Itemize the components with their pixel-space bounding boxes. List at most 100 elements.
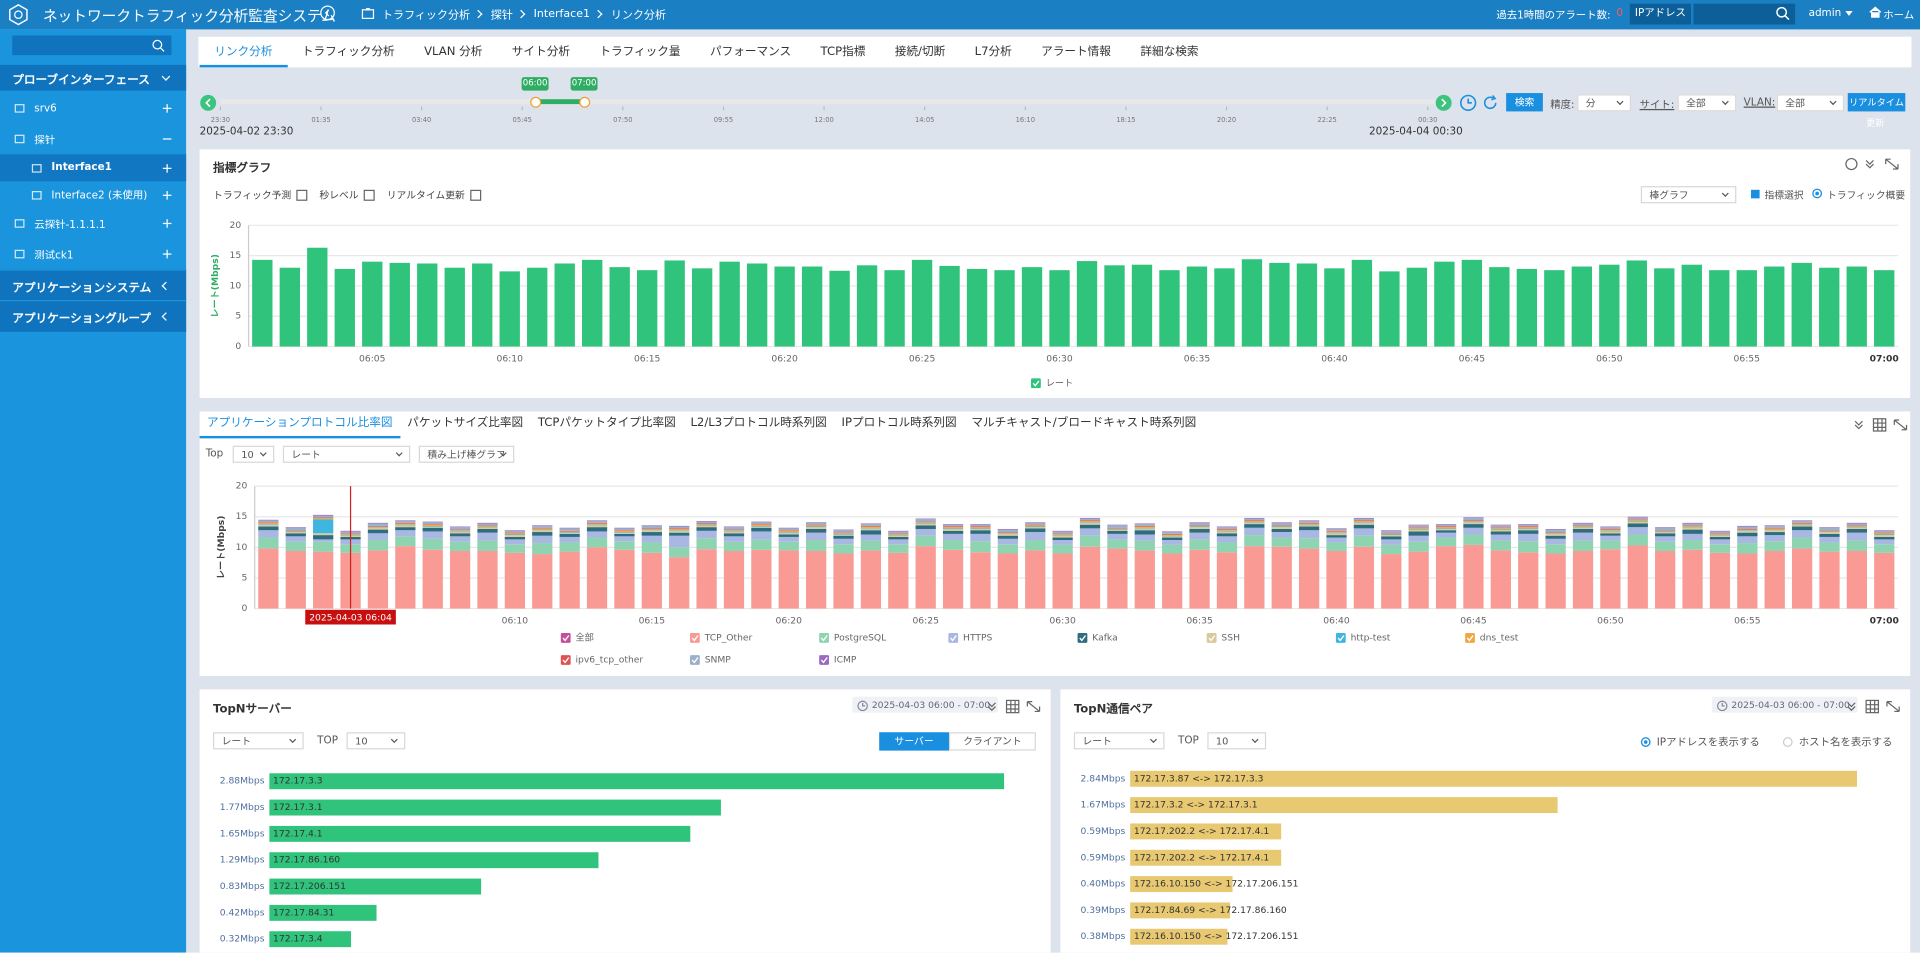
- protocol-tab[interactable]: L2/L3プロトコル時系列図: [690, 416, 827, 430]
- search-icon[interactable]: [1776, 6, 1791, 21]
- sidebar-search-icon[interactable]: [152, 39, 165, 52]
- panel-tools[interactable]: [1845, 699, 1901, 714]
- site-label: サイト:: [1639, 99, 1675, 112]
- metric-options: トラフィック予測 秒レベル リアルタイム更新: [213, 189, 493, 202]
- user-caret: [1845, 11, 1853, 16]
- top-label: Top: [205, 448, 224, 461]
- panel-title: 指標グラフ: [213, 161, 272, 176]
- window-handle[interactable]: [530, 96, 542, 108]
- tab[interactable]: パフォーマンス: [709, 45, 792, 59]
- sidebar-search[interactable]: [12, 35, 172, 56]
- breadcrumb-item[interactable]: 探针: [490, 9, 513, 23]
- expand-icon[interactable]: [162, 249, 172, 259]
- server-button[interactable]: サーバー: [879, 732, 949, 751]
- precision-label: 精度:: [1550, 99, 1575, 112]
- tree-label: 探针: [34, 134, 56, 147]
- tree-item[interactable]: 云探针-1.1.1.1: [0, 208, 186, 239]
- timeline-tick-label: 18:15: [1116, 116, 1135, 124]
- radio-text: IPアドレスを表示する: [1656, 737, 1760, 750]
- breadcrumb-icon: [361, 7, 375, 19]
- tab[interactable]: リンク分析: [199, 37, 288, 68]
- overview-text: トラフィック概要: [1826, 189, 1906, 201]
- tab[interactable]: トラフィック量: [599, 45, 681, 59]
- metric-select[interactable]: レート: [1073, 732, 1165, 750]
- checkbox[interactable]: [363, 189, 375, 201]
- overview-radio[interactable]: トラフィック概要: [1812, 188, 1906, 202]
- collapse-button[interactable]: [320, 5, 336, 21]
- collapse-icon[interactable]: [162, 135, 172, 144]
- timeline-tick-label: 20:20: [1217, 116, 1236, 124]
- home-icon[interactable]: [1869, 6, 1882, 18]
- home-link[interactable]: ホーム: [1883, 9, 1915, 23]
- metric-select[interactable]: 指標選択: [1751, 189, 1804, 202]
- tab[interactable]: アラート情報: [1041, 45, 1111, 59]
- sidebar-section[interactable]: アプリケーションシステム: [0, 269, 187, 302]
- chevron: [161, 281, 171, 291]
- refresh-button[interactable]: [1482, 94, 1499, 111]
- breadcrumb-item[interactable]: リンク分析: [610, 9, 666, 23]
- ip-button[interactable]: IPアドレス: [1629, 3, 1692, 25]
- server-panel: TopNサーバー 2025-04-03 06:00 - 07:00 レート TO…: [199, 689, 1051, 953]
- expand-icon[interactable]: [162, 163, 172, 173]
- tab[interactable]: 詳細な検索: [1140, 45, 1199, 59]
- ip-radio[interactable]: IPアドレスを表示する: [1640, 735, 1760, 750]
- vlan-input[interactable]: 全部: [1776, 94, 1845, 112]
- breadcrumb-item[interactable]: Interface1: [533, 7, 591, 21]
- host-radio[interactable]: ホスト名を表示する: [1782, 735, 1892, 749]
- tree-item[interactable]: 探针: [0, 124, 186, 155]
- protocol-tab[interactable]: パケットサイズ比率図: [407, 416, 524, 430]
- tab[interactable]: トラフィック分析: [301, 45, 395, 59]
- time-range[interactable]: 2025-04-03 06:00 - 07:00: [1711, 696, 1858, 713]
- update-label: 更新: [1866, 117, 1885, 129]
- metric-select[interactable]: レート: [213, 732, 304, 750]
- protocol-tab[interactable]: マルチキャスト/ブロードキャスト時系列図: [971, 416, 1197, 430]
- tab[interactable]: TCP指標: [820, 45, 866, 59]
- breadcrumb-item[interactable]: トラフィック分析: [382, 9, 470, 23]
- panel-tools[interactable]: [1853, 418, 1909, 433]
- tab[interactable]: L7分析: [974, 45, 1012, 59]
- top-select[interactable]: 10: [1207, 732, 1267, 750]
- metric-select[interactable]: レート: [282, 445, 411, 463]
- panel-tools[interactable]: [986, 699, 1042, 714]
- client-button[interactable]: クライアント: [948, 732, 1036, 751]
- tree-item[interactable]: 测试ck1: [0, 239, 186, 270]
- expand-icon[interactable]: [162, 219, 172, 228]
- protocol-tab[interactable]: IPプロトコル時系列図: [841, 416, 957, 430]
- precision-select[interactable]: 分: [1577, 94, 1632, 112]
- timeline-tick-label: 07:50: [613, 116, 632, 124]
- clock-button[interactable]: [1460, 94, 1477, 112]
- expand-icon[interactable]: [162, 190, 172, 199]
- tab[interactable]: サイト分析: [511, 45, 570, 59]
- user-name[interactable]: admin: [1808, 7, 1842, 20]
- checkbox[interactable]: [469, 189, 481, 201]
- realtime-button[interactable]: リアルタイム: [1847, 93, 1906, 112]
- chart-type-select[interactable]: 積み上げ棒グラフ: [418, 445, 515, 463]
- timeline-window[interactable]: [535, 99, 585, 105]
- sidebar-section[interactable]: アプリケーショングループ: [0, 300, 187, 332]
- window-handle[interactable]: [579, 96, 591, 108]
- search-button[interactable]: 検索: [1506, 93, 1543, 112]
- site-input[interactable]: 全部: [1677, 94, 1737, 112]
- panel-title: TopN通信ペア: [1073, 702, 1153, 717]
- checkbox[interactable]: [296, 189, 308, 201]
- top-select[interactable]: 10: [346, 732, 406, 750]
- top-label: TOP: [1177, 734, 1199, 747]
- top-select[interactable]: 10: [232, 445, 275, 463]
- protocol-tab[interactable]: TCPパケットタイプ比率図: [537, 416, 676, 430]
- expand-icon[interactable]: [162, 104, 172, 113]
- tree-item[interactable]: Interface2 (未使用): [0, 181, 186, 208]
- tree-item[interactable]: Interface1: [0, 154, 187, 182]
- timeline-tick-label: 01:35: [311, 116, 330, 124]
- time-range[interactable]: 2025-04-03 06:00 - 07:00: [852, 696, 998, 713]
- tab[interactable]: 接続/切断: [894, 45, 946, 59]
- protocol-tab[interactable]: アプリケーションプロトコル比率図: [199, 411, 400, 439]
- search-input[interactable]: [1693, 3, 1796, 25]
- tree-item[interactable]: srv6: [0, 93, 186, 124]
- panel-tools[interactable]: [1844, 157, 1900, 172]
- tab[interactable]: VLAN 分析: [424, 45, 483, 59]
- tab-bar: リンク分析 トラフィック分析 VLAN 分析 サイト分析 トラフィック量 パフォーマンス T…: [198, 36, 1912, 68]
- timeline-next[interactable]: [1435, 94, 1452, 111]
- chart-type-select[interactable]: 棒グラフ: [1640, 186, 1737, 204]
- timeline-prev[interactable]: [200, 94, 217, 111]
- sidebar-section[interactable]: プローブインターフェース: [0, 64, 187, 91]
